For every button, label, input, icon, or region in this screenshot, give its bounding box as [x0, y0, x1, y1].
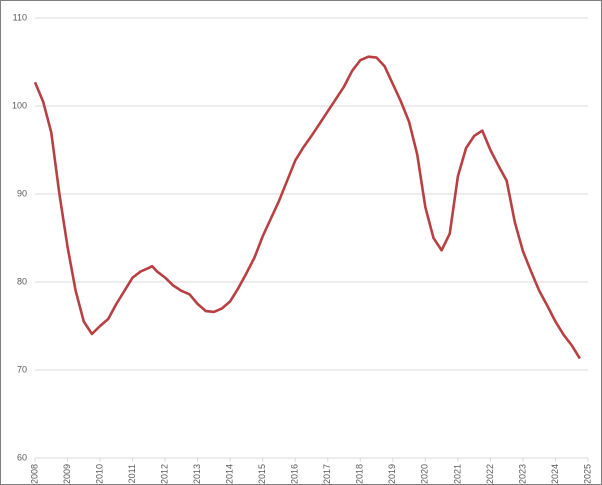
x-tick-label: 2021	[452, 464, 462, 484]
x-tick-label: 2014	[225, 464, 235, 484]
series-line	[33, 55, 581, 360]
y-tick-label: 60	[17, 452, 27, 462]
x-tick-label: 2009	[62, 464, 72, 484]
x-tick-label: 2023	[517, 464, 527, 484]
x-tick-label: 2017	[322, 464, 332, 484]
x-tick-label: 2018	[355, 464, 365, 484]
x-tick-label: 2024	[550, 464, 560, 484]
y-tick-label: 70	[17, 364, 27, 374]
x-tick-label: 2015	[257, 464, 267, 484]
x-tick-label: 2022	[485, 464, 495, 484]
x-tick-label: 2013	[192, 464, 202, 484]
y-tick-label: 110	[13, 12, 27, 22]
x-tick-label: 2010	[94, 464, 104, 484]
x-tick-label: 2016	[290, 464, 300, 484]
x-tick-label: 2012	[159, 464, 169, 484]
x-tick-label: 2011	[127, 464, 137, 483]
y-tick-label: 90	[17, 188, 27, 198]
y-tick-label: 100	[12, 100, 27, 110]
x-tick-label: 2025	[582, 464, 592, 484]
x-tick-label: 2019	[387, 464, 397, 484]
y-tick-label: 80	[17, 276, 27, 286]
x-tick-label: 2020	[420, 464, 430, 484]
x-tick-label: 2008	[29, 464, 39, 484]
